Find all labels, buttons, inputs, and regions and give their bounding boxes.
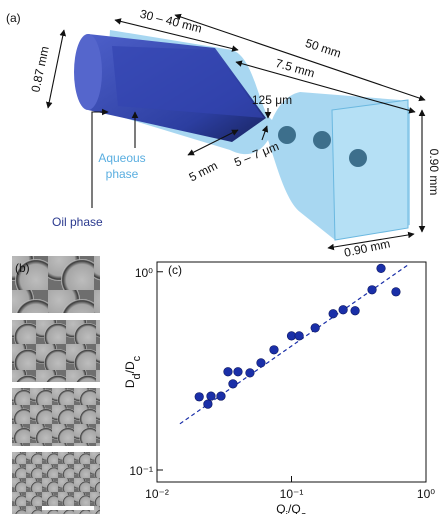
point [329,309,338,318]
panel-label: (a) [6,11,21,25]
micrographs [12,256,100,514]
point [392,288,401,297]
point [207,392,216,401]
aqueous-label: phase [106,167,139,181]
ylabel: Dd/Dc [123,355,143,388]
point [229,380,238,389]
point [204,400,213,409]
dimension-label: 7.5 mm [274,56,316,80]
ylabel-part: D [123,379,137,388]
x-tick-label: 10⁻¹ [280,487,304,501]
point [217,392,226,401]
panel-label: (c) [168,263,182,277]
point [339,305,348,314]
page: {"panels": {"a": "(a)", "b": "(b)", "c":… [0,0,439,514]
dimension-label: 5 mm [187,158,220,184]
point [287,332,296,341]
dimension-label: 30 – 40 mm [139,7,204,36]
ylabel-part: /D [123,361,137,373]
oil-label: Oil phase [52,215,103,229]
figure: (a) 0.87 mm 30 – 40 mm 50 mm 7.5 mm 125 … [0,0,439,514]
point [351,306,360,315]
dimension-label: 125 μm [252,93,292,107]
point [295,332,304,341]
xlabel-part: /Q [288,502,301,514]
dimension-label: 0.87 mm [28,45,51,94]
x-tick-label: 10⁻² [145,487,169,501]
xlabel-part: Q [276,502,285,514]
point [234,367,243,376]
point [377,264,386,273]
x-tick-label: 10⁰ [417,487,435,501]
xlabel-part: o [301,510,307,514]
point [270,345,279,354]
aqueous-label: Aqueous [98,151,145,165]
ylabel-part: c [131,355,143,361]
point [224,367,233,376]
point [195,393,204,402]
panel-label: (b) [15,261,30,275]
dimension-label: 0.90 mm [427,149,439,196]
dimension-label: 0.90 mm [343,236,392,259]
chart [157,262,426,482]
xlabel: Qi/Qo [276,502,307,514]
dimension-label: 50 mm [304,36,343,61]
y-tick-label: 10⁻¹ [129,464,153,478]
point [246,369,255,378]
point [257,359,266,368]
device [74,30,410,240]
point [311,324,320,333]
point [368,285,377,294]
y-tick-label: 10⁰ [135,266,153,280]
